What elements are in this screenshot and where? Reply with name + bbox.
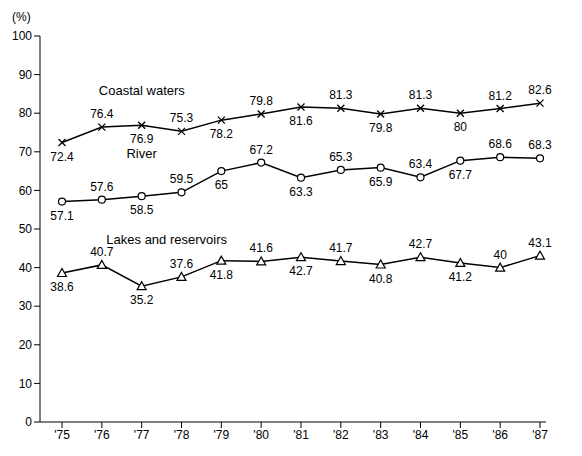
svg-text:40: 40 (493, 248, 507, 262)
svg-text:'87: '87 (532, 428, 548, 442)
svg-text:63.3: 63.3 (289, 185, 313, 199)
svg-text:41.8: 41.8 (210, 268, 234, 282)
svg-text:72.4: 72.4 (50, 150, 74, 164)
svg-text:57.1: 57.1 (50, 209, 74, 223)
svg-text:41.7: 41.7 (329, 241, 353, 255)
svg-text:43.1: 43.1 (528, 236, 552, 250)
svg-text:35.2: 35.2 (130, 293, 154, 307)
svg-text:90: 90 (19, 68, 33, 82)
svg-text:65.9: 65.9 (369, 175, 393, 189)
svg-text:81.6: 81.6 (289, 114, 313, 128)
svg-text:63.4: 63.4 (409, 157, 433, 171)
svg-text:80: 80 (19, 106, 33, 120)
svg-text:Coastal waters: Coastal waters (99, 83, 185, 98)
svg-text:42.7: 42.7 (409, 237, 433, 251)
svg-text:'85: '85 (453, 428, 469, 442)
svg-text:59.5: 59.5 (170, 172, 194, 186)
svg-text:'77: '77 (134, 428, 150, 442)
svg-text:41.2: 41.2 (449, 270, 473, 284)
svg-text:40: 40 (19, 261, 33, 275)
svg-text:'81: '81 (293, 428, 309, 442)
svg-text:67.2: 67.2 (249, 143, 273, 157)
svg-text:10: 10 (19, 377, 33, 391)
svg-text:81.3: 81.3 (329, 88, 353, 102)
svg-text:79.8: 79.8 (369, 121, 393, 135)
svg-text:76.9: 76.9 (130, 132, 154, 146)
svg-text:81.2: 81.2 (488, 89, 512, 103)
svg-text:'78: '78 (174, 428, 190, 442)
svg-text:41.6: 41.6 (249, 241, 273, 255)
svg-text:'76: '76 (94, 428, 110, 442)
svg-text:81.3: 81.3 (409, 88, 433, 102)
svg-text:20: 20 (19, 338, 33, 352)
svg-text:40.7: 40.7 (90, 244, 114, 259)
svg-text:'80: '80 (253, 428, 269, 442)
svg-text:37.6: 37.6 (170, 257, 194, 271)
svg-text:75.3: 75.3 (170, 111, 194, 125)
svg-text:60: 60 (19, 184, 33, 198)
svg-text:'82: '82 (333, 428, 349, 442)
svg-text:'79: '79 (214, 428, 230, 442)
svg-text:Lakes and reservoirs: Lakes and reservoirs (106, 232, 227, 247)
svg-text:68.6: 68.6 (488, 137, 512, 151)
svg-text:0: 0 (25, 415, 32, 429)
svg-text:40.8: 40.8 (369, 272, 393, 286)
svg-text:79.8: 79.8 (249, 94, 273, 108)
svg-text:80: 80 (454, 120, 468, 134)
svg-text:'84: '84 (413, 428, 429, 442)
svg-text:65.3: 65.3 (329, 150, 353, 164)
svg-text:50: 50 (19, 222, 33, 236)
svg-text:'83: '83 (373, 428, 389, 442)
svg-text:82.6: 82.6 (528, 83, 552, 97)
svg-text:68.3: 68.3 (528, 138, 552, 152)
svg-text:65: 65 (215, 178, 229, 192)
svg-text:76.4: 76.4 (90, 107, 114, 121)
svg-text:70: 70 (19, 145, 33, 159)
svg-text:58.5: 58.5 (130, 203, 154, 217)
svg-text:River: River (126, 146, 157, 161)
svg-text:38.6: 38.6 (50, 280, 74, 294)
svg-text:78.2: 78.2 (210, 127, 234, 141)
svg-text:100: 100 (12, 29, 32, 43)
svg-text:57.6: 57.6 (90, 180, 114, 194)
svg-text:'75: '75 (54, 428, 70, 442)
svg-text:'86: '86 (492, 428, 508, 442)
svg-text:42.7: 42.7 (289, 264, 313, 278)
svg-text:30: 30 (19, 299, 33, 313)
svg-text:67.7: 67.7 (449, 168, 473, 182)
